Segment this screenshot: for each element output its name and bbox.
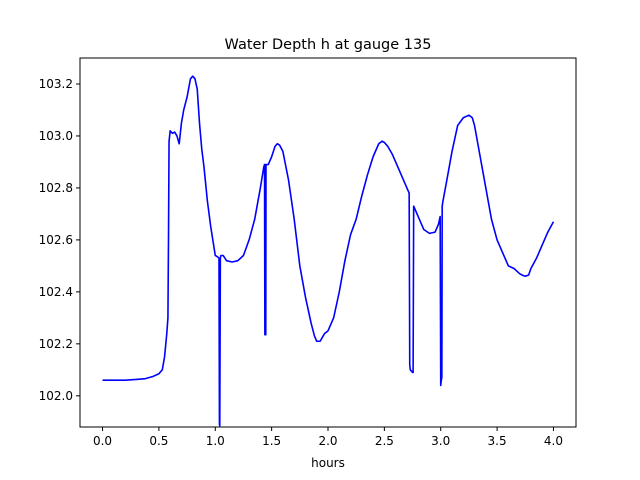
y-tick-label: 102.6 (39, 233, 73, 247)
y-tick-label: 102.4 (39, 285, 73, 299)
x-tick-label: 3.0 (431, 434, 450, 448)
y-tick-label: 103.2 (39, 77, 73, 91)
x-tick-label: 2.0 (318, 434, 337, 448)
x-tick-label: 1.5 (262, 434, 281, 448)
x-tick-label: 3.5 (488, 434, 507, 448)
x-tick-label: 4.0 (544, 434, 563, 448)
y-tick-label: 102.2 (39, 337, 73, 351)
y-axis: 102.0 102.2 102.4 102.6 102.8 103.0 103.2 (39, 77, 80, 403)
x-tick-label: 1.0 (206, 434, 225, 448)
y-tick-label: 102.8 (39, 181, 73, 195)
x-tick-label: 0.5 (149, 434, 168, 448)
x-tick-label: 2.5 (375, 434, 394, 448)
plot-area (102, 75, 555, 427)
y-tick-label: 103.0 (39, 129, 73, 143)
series-line-0 (102, 75, 555, 427)
x-axis-label: hours (311, 456, 345, 470)
chart-title: Water Depth h at gauge 135 (225, 37, 432, 53)
y-tick-label: 102.0 (39, 389, 73, 403)
x-tick-label: 0.0 (93, 434, 112, 448)
x-axis: 0.0 0.5 1.0 1.5 2.0 2.5 3.0 3.5 4.0 (93, 427, 563, 448)
